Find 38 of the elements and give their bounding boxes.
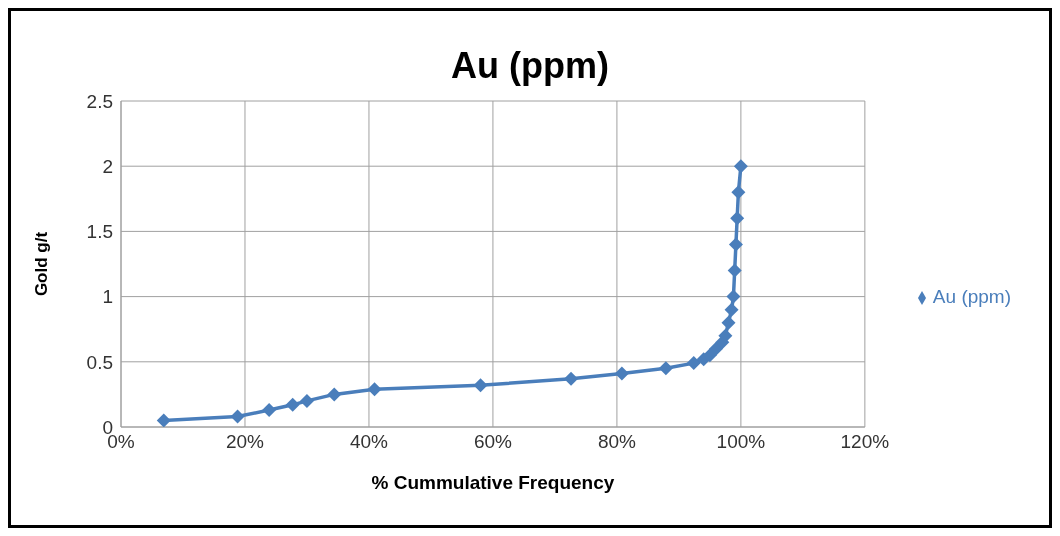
point — [262, 403, 277, 418]
y-tick-label: 1.5 — [86, 221, 113, 243]
point — [473, 378, 488, 393]
x-tick-label: 120% — [840, 431, 890, 453]
point — [702, 348, 717, 363]
x-tick-label: 20% — [225, 431, 265, 453]
point — [564, 371, 579, 386]
point — [721, 315, 736, 330]
y-tick-label: 2 — [102, 155, 113, 177]
point — [709, 341, 724, 356]
point — [730, 211, 745, 226]
point — [230, 409, 245, 424]
point — [327, 387, 342, 402]
point — [727, 263, 742, 278]
point — [614, 366, 629, 381]
y-tick-label: 0.5 — [86, 351, 113, 373]
point — [728, 237, 743, 252]
point — [299, 393, 314, 408]
x-tick-label: 40% — [349, 431, 389, 453]
point — [731, 185, 746, 200]
point — [285, 397, 300, 412]
point — [718, 328, 733, 343]
x-axis-title: % Cummulative Frequency — [371, 472, 615, 493]
point — [733, 159, 748, 174]
x-tick-label: 100% — [716, 431, 766, 453]
point — [724, 302, 739, 317]
point — [156, 413, 171, 427]
point — [367, 382, 382, 397]
x-tick-label: 60% — [473, 431, 513, 453]
point — [726, 289, 741, 304]
point — [686, 356, 701, 371]
legend-label: Au (ppm) — [932, 286, 1011, 307]
y-tick-label: 2.5 — [86, 90, 113, 112]
chart-title: Au (ppm) — [450, 45, 610, 87]
y-tick-label: 1 — [102, 286, 113, 308]
point — [658, 361, 673, 376]
y-axis-title: Gold g/t — [32, 231, 52, 297]
x-tick-label: 80% — [597, 431, 637, 453]
